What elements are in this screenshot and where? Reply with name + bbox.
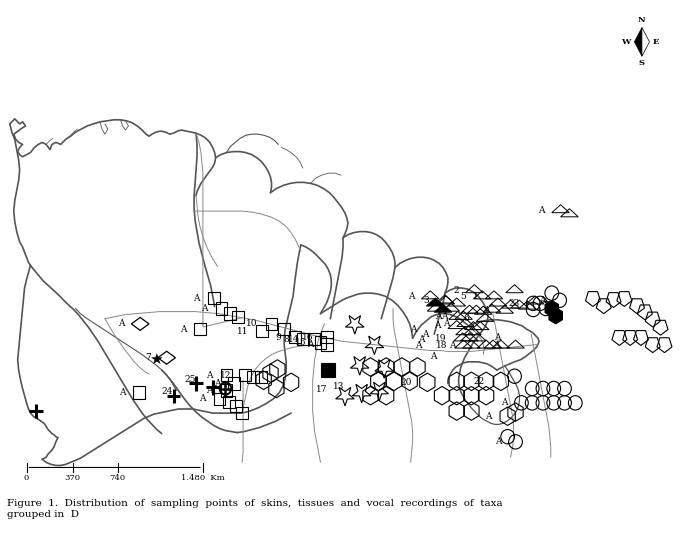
Bar [256, 325, 268, 337]
Polygon shape [634, 28, 642, 56]
Text: A: A [435, 312, 442, 321]
Bar [308, 333, 319, 345]
Bar [266, 318, 277, 330]
Bar [297, 333, 308, 345]
Bar [322, 338, 333, 351]
Text: A: A [411, 325, 417, 334]
Text: A: A [193, 294, 200, 302]
Bar [322, 363, 335, 377]
Bar [208, 292, 219, 304]
Text: A: A [540, 296, 546, 305]
Text: 23: 23 [509, 299, 520, 308]
Bar [214, 392, 226, 405]
Text: A: A [206, 371, 213, 380]
Text: E: E [653, 38, 660, 46]
Text: A: A [307, 340, 314, 349]
Text: 7: 7 [145, 353, 151, 362]
Bar [224, 396, 235, 408]
Text: 15: 15 [295, 338, 307, 347]
Bar [255, 371, 266, 384]
Text: 9: 9 [275, 333, 282, 342]
Text: A: A [501, 398, 508, 407]
Text: A: A [408, 292, 415, 301]
Text: A: A [214, 379, 221, 388]
Text: A: A [415, 341, 422, 350]
Text: A: A [493, 341, 500, 350]
Text: 13: 13 [333, 382, 344, 391]
Text: 3: 3 [424, 296, 429, 305]
Bar [221, 385, 233, 397]
Text: 12: 12 [220, 371, 231, 380]
Polygon shape [434, 304, 452, 312]
Text: A: A [538, 205, 545, 215]
Text: 24: 24 [161, 387, 173, 396]
Text: A: A [442, 312, 448, 321]
Text: A: A [418, 335, 424, 344]
Text: A: A [444, 319, 450, 329]
Text: 16: 16 [302, 333, 314, 342]
Bar [216, 302, 228, 315]
Bar [233, 311, 244, 323]
Text: A: A [179, 325, 186, 334]
Bar [224, 307, 236, 320]
Bar [289, 331, 301, 344]
Text: 740: 740 [110, 473, 126, 482]
Text: A: A [493, 333, 500, 342]
Text: W: W [622, 38, 631, 46]
Bar [322, 331, 333, 344]
Text: 0: 0 [24, 473, 29, 482]
Bar [230, 400, 242, 412]
Text: 370: 370 [65, 473, 81, 482]
Text: A: A [206, 386, 213, 395]
Text: A: A [201, 304, 208, 313]
Text: A: A [199, 394, 206, 403]
Text: 20: 20 [400, 378, 412, 387]
Polygon shape [545, 300, 559, 317]
Text: A: A [495, 437, 502, 446]
Text: 11: 11 [237, 326, 248, 336]
Text: 1: 1 [473, 292, 478, 301]
Text: A: A [119, 388, 126, 397]
Text: 2: 2 [453, 286, 459, 295]
Text: A: A [482, 306, 489, 315]
Text: 8: 8 [284, 335, 289, 344]
Text: ★: ★ [149, 352, 163, 367]
Bar [194, 323, 206, 335]
Text: 17: 17 [316, 385, 327, 395]
Bar [221, 369, 233, 381]
Text: 6: 6 [464, 314, 469, 323]
Text: A: A [449, 341, 455, 350]
Bar [228, 377, 240, 390]
Bar [239, 369, 251, 381]
Text: A: A [430, 352, 437, 361]
Text: A: A [118, 319, 124, 329]
Text: 22: 22 [474, 377, 485, 386]
Text: 14: 14 [288, 335, 300, 344]
Text: S: S [639, 59, 645, 67]
Text: 5: 5 [461, 292, 466, 301]
Text: 25: 25 [184, 375, 196, 384]
Text: A: A [422, 330, 428, 339]
Text: A: A [486, 412, 492, 421]
Bar [278, 323, 290, 335]
Bar [315, 336, 326, 349]
Polygon shape [642, 28, 649, 56]
Polygon shape [549, 307, 562, 324]
Text: 1.480  Km: 1.480 Km [181, 473, 225, 482]
Text: Figure  1.  Distribution  of  sampling  points  of  skins,  tissues  and  vocal : Figure 1. Distribution of sampling point… [7, 500, 502, 519]
Polygon shape [426, 298, 444, 306]
Text: 10: 10 [246, 319, 258, 329]
Text: 18: 18 [436, 341, 448, 350]
Bar [247, 371, 259, 384]
Text: N: N [638, 17, 646, 24]
Text: A: A [435, 321, 441, 330]
Text: 19: 19 [435, 334, 447, 343]
Bar [133, 386, 145, 398]
Bar [236, 407, 248, 419]
